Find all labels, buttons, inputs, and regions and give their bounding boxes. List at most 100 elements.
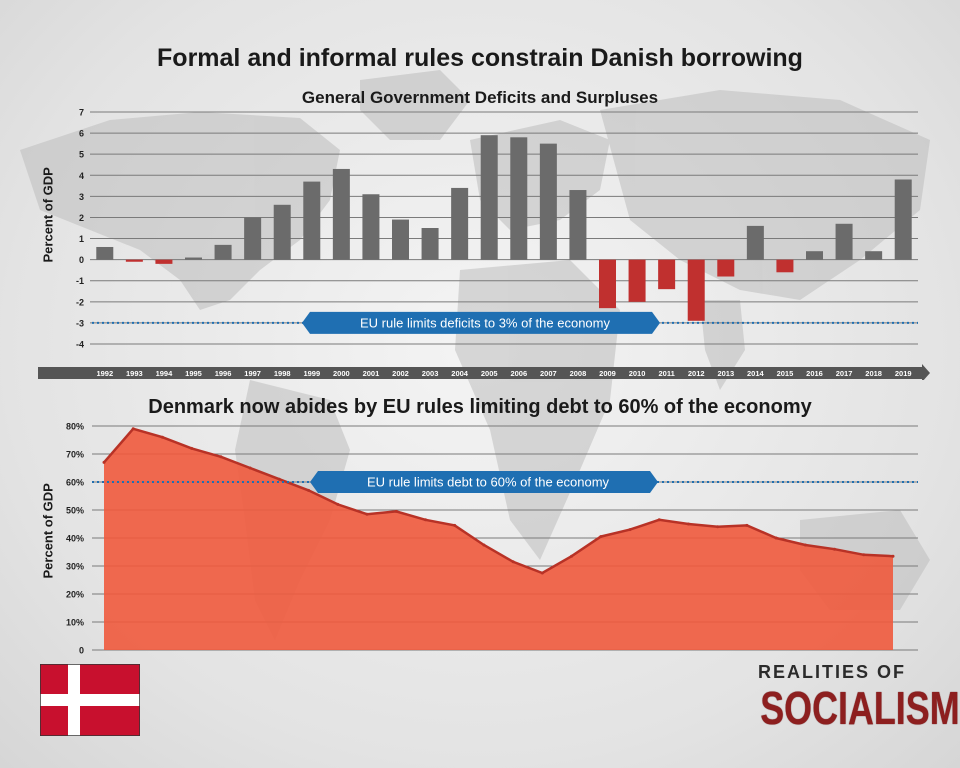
deficit-x-tick-label: 2012	[688, 369, 705, 378]
deficit-bar-2002	[392, 219, 409, 260]
debt-point-2018	[862, 553, 866, 557]
debt-y-tick-label: 30%	[66, 562, 84, 572]
deficit-x-tick-label: 1997	[244, 369, 261, 378]
debt-area	[104, 428, 893, 650]
map-africa	[455, 260, 620, 560]
deficit-y-tick-label: 7	[79, 108, 84, 118]
deficit-eu-rule-banner	[302, 311, 660, 334]
deficit-x-tick-label: 2001	[363, 369, 380, 378]
deficit-x-tick-label: 2006	[510, 369, 527, 378]
debt-line	[103, 427, 894, 575]
deficit-bar-2004	[451, 187, 469, 260]
deficit-bar-1995	[185, 257, 202, 260]
deficit-x-tick-label: 1995	[185, 369, 202, 378]
debt-y-tick-label: 60%	[66, 478, 84, 488]
debt-point-2013	[716, 525, 720, 529]
deficit-y-tick-label: 6	[79, 129, 84, 139]
debt-point-2015	[774, 536, 778, 540]
deficit-x-tick-label: 2013	[717, 369, 734, 378]
deficit-x-tick-label: 2017	[836, 369, 853, 378]
deficit-bar-2001	[362, 194, 380, 260]
debt-point-1997	[248, 466, 252, 470]
debt-y-axis-label: Percent of GDP	[40, 483, 56, 579]
deficit-x-tick-label: 2008	[570, 369, 587, 378]
deficit-y-tick-label: 2	[79, 213, 84, 223]
debt-point-2008	[570, 554, 574, 558]
deficit-bar-2009	[599, 259, 616, 309]
deficit-y-tick-label: -1	[76, 276, 84, 286]
deficit-bar-2005	[480, 135, 498, 260]
deficit-x-tick-label: 2009	[599, 369, 616, 378]
debt-point-2005	[482, 543, 486, 547]
debt-point-2002	[394, 509, 398, 513]
deficit-bar-1996	[214, 244, 232, 260]
deficit-eu-rule-label: EU rule limits deficits to 3% of the eco…	[360, 315, 610, 330]
deficit-x-axis-strip	[38, 364, 930, 380]
deficit-bar-1993	[125, 259, 143, 262]
deficit-x-tick-label: 2004	[451, 369, 469, 378]
deficit-y-tick-label: 3	[79, 192, 84, 202]
debt-point-2016	[803, 543, 807, 547]
deficit-bar-1992	[96, 246, 114, 260]
deficit-y-tick-label: -4	[76, 340, 84, 350]
debt-eu-rule-banner	[310, 471, 658, 493]
debt-y-tick-label: 20%	[66, 590, 84, 600]
deficit-y-tick-label: 4	[79, 171, 84, 181]
deficit-x-tick-label: 2000	[333, 369, 350, 378]
deficit-x-tick-label: 2002	[392, 369, 409, 378]
deficit-x-tick-label: 2003	[422, 369, 439, 378]
brand-line-1: REALITIES OF	[757, 662, 906, 682]
deficit-x-tick-label: 2007	[540, 369, 557, 378]
deficit-x-tick-label: 2014	[747, 369, 765, 378]
deficit-x-tick-label: 1996	[215, 369, 232, 378]
deficit-x-tick-label: 2018	[865, 369, 882, 378]
deficit-bar-2014	[746, 225, 764, 260]
deficit-x-tick-label: 2016	[806, 369, 823, 378]
debt-point-2007	[540, 571, 544, 575]
denmark-flag-icon	[40, 664, 140, 736]
deficit-bar-2000	[332, 168, 350, 260]
deficit-bar-2015	[776, 259, 794, 273]
debt-eu-rule-label: EU rule limits debt to 60% of the econom…	[367, 475, 610, 490]
deficit-x-tick-label: 1998	[274, 369, 291, 378]
deficit-surplus-chart: 7 6 5 4 3 2 1 0 -1 -2 -3 -4 EU rule limits deficits …	[38, 108, 930, 380]
debt-point-1996	[219, 455, 223, 459]
debt-point-2019	[891, 554, 895, 558]
deficit-bar-2011	[658, 259, 676, 290]
deficit-x-tick-label: 2010	[629, 369, 646, 378]
deficit-bar-2007	[539, 143, 557, 260]
debt-y-tick-label: 0	[79, 646, 84, 656]
debt-point-2012	[686, 522, 690, 526]
page-title: Formal and informal rules constrain Dani…	[157, 44, 803, 72]
brand-logo: REALITIES OF SOCIALISM	[740, 662, 960, 731]
deficit-bar-2010	[628, 259, 646, 302]
deficit-bar-1994	[155, 259, 173, 264]
deficit-y-tick-label: -2	[76, 297, 84, 307]
debt-chart-title: Denmark now abides by EU rules limiting …	[148, 396, 812, 418]
debt-point-1995	[190, 446, 194, 450]
debt-point-1992	[102, 460, 106, 464]
deficit-bar-2003	[421, 228, 439, 260]
map-greenland	[360, 70, 470, 140]
deficit-bar-2013	[717, 259, 735, 277]
deficit-x-tick-label: 1999	[303, 369, 320, 378]
debt-point-2000	[336, 502, 340, 506]
deficit-y-tick-label: 0	[79, 255, 84, 265]
deficit-bar-2016	[806, 251, 823, 260]
deficit-bar-1999	[303, 181, 321, 260]
debt-point-2010	[628, 528, 632, 532]
deficit-x-tick-label: 1993	[126, 369, 143, 378]
deficit-bar-2006	[510, 137, 528, 260]
deficit-y-tick-label: 5	[79, 150, 84, 160]
debt-point-1994	[160, 435, 164, 439]
debt-point-2017	[833, 547, 837, 551]
debt-y-tick-label: 80%	[66, 422, 84, 432]
debt-y-tick-label: 40%	[66, 534, 84, 544]
deficit-bar-2018	[865, 251, 883, 260]
deficit-x-tick-label: 2005	[481, 369, 498, 378]
debt-point-2003	[423, 518, 427, 522]
debt-point-2001	[365, 512, 369, 516]
map-north-america	[20, 112, 340, 310]
debt-point-2004	[453, 523, 457, 527]
